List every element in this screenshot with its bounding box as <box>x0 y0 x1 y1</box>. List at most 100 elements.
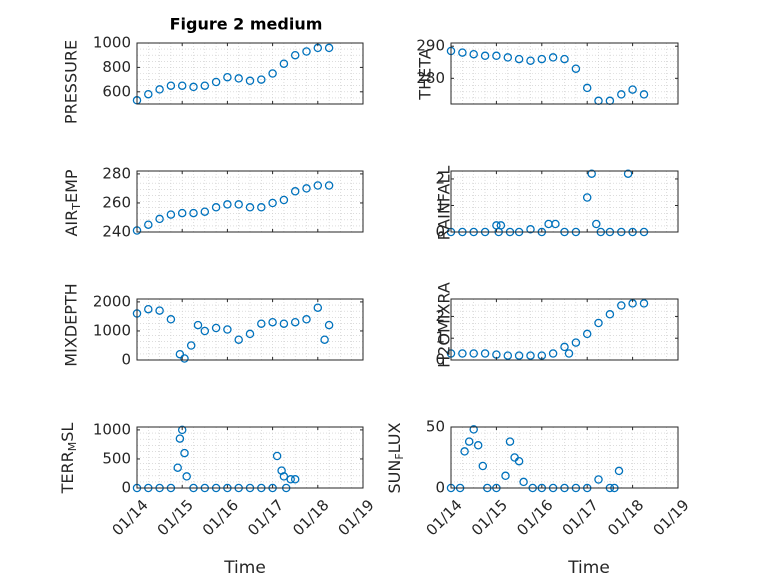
grid <box>136 42 364 105</box>
data-point <box>492 51 501 61</box>
data-point <box>460 447 469 456</box>
data-point <box>582 193 592 202</box>
grid <box>450 170 679 233</box>
data-point <box>501 471 510 481</box>
axes-box <box>136 298 364 361</box>
data-point <box>175 349 185 359</box>
series-markers <box>446 299 649 360</box>
data-point <box>180 354 189 363</box>
data-point <box>324 43 334 53</box>
data-point <box>245 76 255 86</box>
data-point <box>623 169 633 178</box>
data-point <box>211 203 221 212</box>
y-tick-label: 280 <box>416 69 445 87</box>
x-tick-label: 01/19 <box>649 496 692 539</box>
x-tick-label: 01/18 <box>604 496 647 539</box>
data-point <box>605 310 615 319</box>
data-point <box>200 81 210 90</box>
y-tick-label: 2000 <box>93 292 131 310</box>
data-point <box>257 319 266 328</box>
data-point <box>519 477 528 487</box>
y-tick-label: 0 <box>435 351 445 369</box>
y-tick-label: 0 <box>121 351 131 369</box>
data-point <box>592 219 601 229</box>
y-tick-label: 0 <box>435 479 445 497</box>
x-tick-label: 01/15 <box>468 496 511 539</box>
x-tick-label: 01/14 <box>108 496 151 539</box>
data-point <box>469 349 478 358</box>
grid <box>136 170 364 233</box>
data-point <box>144 304 153 314</box>
data-point <box>617 90 626 99</box>
x-tick-label: 01/14 <box>422 496 465 539</box>
data-point <box>155 85 164 94</box>
data-point <box>234 200 243 209</box>
data-point <box>320 335 329 344</box>
data-point <box>480 51 490 61</box>
grid <box>136 426 364 489</box>
x-tick-label: 01/18 <box>289 496 332 539</box>
subplot-terr-msl: 0 500 1000 01/14 01/15 01/16 01/17 01/18 01/19 TE… <box>58 420 378 539</box>
data-point <box>548 349 558 358</box>
x-tick-label: 01/19 <box>334 496 377 539</box>
data-point <box>144 220 153 229</box>
y-tick-label: 2 <box>435 169 445 187</box>
y-tick-label: 1 <box>435 196 445 214</box>
data-point <box>526 56 535 65</box>
data-point <box>514 456 524 466</box>
data-point <box>211 323 221 333</box>
data-point <box>200 207 210 216</box>
data-point <box>268 198 277 208</box>
y-tick-label: 2 <box>435 307 445 325</box>
data-point <box>177 208 187 218</box>
y-tick-label: 0 <box>121 479 131 497</box>
data-point <box>268 69 277 78</box>
data-point <box>155 214 164 224</box>
data-point <box>234 335 243 344</box>
data-point <box>526 225 535 234</box>
axes-box <box>136 170 364 233</box>
data-point <box>594 318 603 328</box>
data-point <box>571 338 581 347</box>
x-axis-label-left: Time <box>223 558 266 578</box>
y-axis-label: PRESSURE <box>62 40 81 124</box>
data-point <box>177 81 187 90</box>
data-point <box>587 169 596 178</box>
grid <box>450 426 679 489</box>
x-tick-label: 01/16 <box>513 496 556 539</box>
subplot-sun-flux: 0 50 01/14 01/15 01/16 01/17 01/18 01/19 SUNFLUX <box>385 418 693 540</box>
data-point <box>279 59 289 68</box>
data-point <box>469 425 478 434</box>
y-axis-label: H2OMIXRA <box>435 282 454 368</box>
data-point <box>166 210 176 219</box>
y-tick-label: 290 <box>416 37 445 55</box>
data-point <box>177 425 187 435</box>
data-point <box>189 82 198 92</box>
data-point <box>173 463 182 472</box>
data-point <box>290 50 300 60</box>
data-point <box>496 221 506 230</box>
data-point <box>473 441 483 450</box>
x-tick-label: 01/17 <box>244 496 287 539</box>
data-point <box>223 72 232 82</box>
x-tick-label: 01/17 <box>559 496 602 539</box>
data-point <box>582 329 592 339</box>
data-point <box>639 299 649 308</box>
y-tick-label: 240 <box>102 223 131 241</box>
y-axis-label: THETA <box>416 48 435 100</box>
y-tick-label: 800 <box>102 58 131 76</box>
data-point <box>458 48 467 57</box>
data-point <box>279 195 289 205</box>
data-point <box>478 461 488 471</box>
data-point <box>503 351 513 360</box>
data-point <box>594 475 603 484</box>
data-point <box>180 448 189 458</box>
data-point <box>582 83 592 93</box>
data-point <box>155 306 164 315</box>
data-point <box>245 203 255 212</box>
data-point <box>193 320 203 330</box>
